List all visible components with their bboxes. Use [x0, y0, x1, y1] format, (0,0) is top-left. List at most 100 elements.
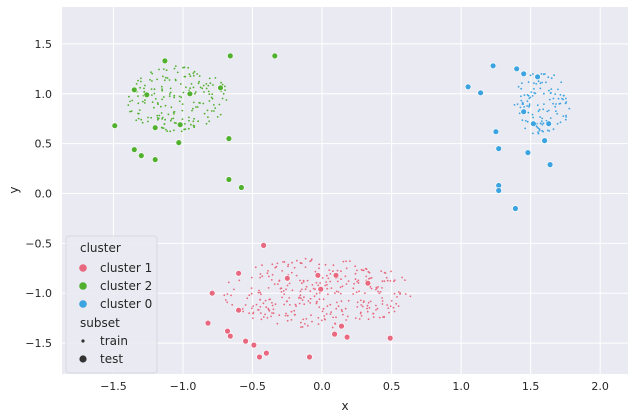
- train-point-cluster-2: [178, 95, 181, 98]
- train-point-cluster-2: [209, 82, 212, 85]
- train-point-cluster-1: [252, 312, 254, 315]
- train-point-cluster-1: [304, 266, 307, 268]
- y-tick-label: 0.5: [35, 138, 53, 151]
- train-point-cluster-2: [192, 124, 195, 127]
- train-point-cluster-2: [153, 106, 155, 109]
- train-point-cluster-1: [317, 316, 320, 319]
- train-point-cluster-2: [179, 83, 182, 85]
- train-point-cluster-2: [151, 101, 154, 103]
- train-point-cluster-0: [541, 123, 544, 126]
- train-point-cluster-1: [261, 275, 264, 278]
- train-point-cluster-1: [270, 279, 273, 281]
- test-point-cluster-0: [541, 137, 548, 144]
- legend-title-subset: subset: [80, 316, 120, 330]
- train-point-cluster-1: [362, 269, 365, 272]
- train-point-cluster-2: [173, 94, 176, 97]
- train-point-cluster-1: [319, 282, 321, 284]
- train-point-cluster-2: [141, 121, 144, 124]
- train-point-cluster-0: [562, 98, 565, 101]
- train-point-cluster-1: [300, 321, 302, 324]
- train-point-cluster-1: [356, 306, 359, 308]
- train-point-cluster-2: [169, 91, 172, 94]
- train-point-cluster-1: [357, 282, 360, 284]
- train-point-cluster-0: [537, 80, 540, 83]
- y-tick-labels: −1.5 −1.0 −0.5 0.0 0.5 1.0 1.5: [25, 38, 52, 350]
- train-point-cluster-2: [180, 96, 183, 99]
- train-point-cluster-2: [180, 130, 183, 133]
- train-point-cluster-2: [205, 83, 208, 85]
- train-point-cluster-1: [227, 281, 230, 284]
- train-point-cluster-0: [549, 92, 552, 95]
- train-point-cluster-0: [528, 103, 531, 105]
- train-point-cluster-2: [166, 77, 169, 79]
- train-point-cluster-1: [381, 297, 383, 299]
- train-point-cluster-2: [161, 88, 163, 90]
- train-point-cluster-2: [168, 95, 171, 98]
- train-point-cluster-2: [163, 79, 166, 82]
- train-point-cluster-0: [568, 107, 571, 110]
- train-point-cluster-0: [554, 105, 557, 108]
- train-point-cluster-2: [181, 118, 184, 120]
- train-point-cluster-1: [282, 261, 284, 263]
- train-point-cluster-0: [540, 73, 543, 75]
- train-point-cluster-0: [523, 94, 526, 96]
- train-point-cluster-1: [345, 283, 348, 285]
- train-point-cluster-2: [198, 80, 201, 83]
- train-point-cluster-1: [286, 284, 289, 287]
- train-point-cluster-1: [315, 292, 318, 295]
- train-point-cluster-2: [129, 110, 131, 113]
- train-point-cluster-1: [378, 292, 381, 294]
- train-point-cluster-2: [213, 110, 215, 112]
- train-point-cluster-1: [386, 279, 389, 282]
- legend-label-cluster-2: cluster 2: [100, 279, 152, 293]
- train-point-cluster-1: [284, 314, 287, 317]
- train-point-cluster-1: [366, 304, 369, 307]
- train-point-cluster-1: [344, 307, 347, 310]
- test-point-cluster-1: [260, 242, 267, 249]
- train-point-cluster-1: [272, 312, 275, 315]
- train-point-cluster-0: [533, 88, 535, 90]
- train-point-cluster-1: [264, 299, 267, 302]
- train-point-cluster-1: [368, 277, 370, 280]
- train-point-cluster-1: [366, 310, 369, 313]
- train-point-cluster-1: [404, 279, 406, 281]
- train-point-cluster-1: [340, 300, 343, 303]
- train-point-cluster-1: [296, 259, 298, 262]
- train-point-cluster-2: [212, 104, 215, 106]
- train-point-cluster-0: [564, 102, 567, 104]
- train-point-cluster-2: [175, 122, 177, 125]
- train-point-cluster-2: [173, 67, 176, 70]
- train-point-cluster-1: [289, 304, 291, 306]
- train-point-cluster-1: [337, 291, 340, 293]
- train-point-cluster-2: [174, 78, 177, 81]
- train-point-cluster-1: [377, 286, 379, 288]
- train-point-cluster-0: [531, 113, 534, 116]
- train-point-cluster-0: [557, 88, 559, 91]
- train-point-cluster-0: [550, 88, 553, 90]
- train-point-cluster-2: [181, 103, 184, 105]
- train-point-cluster-2: [208, 100, 211, 102]
- train-point-cluster-0: [539, 87, 542, 90]
- train-point-cluster-1: [360, 315, 363, 317]
- train-point-cluster-1: [375, 304, 377, 307]
- y-tick-label: 1.0: [35, 88, 53, 101]
- train-point-cluster-2: [203, 91, 205, 93]
- train-point-cluster-2: [198, 75, 201, 77]
- train-point-cluster-2: [151, 94, 153, 96]
- train-point-cluster-1: [311, 320, 313, 323]
- train-point-cluster-1: [321, 277, 324, 279]
- train-point-cluster-1: [223, 294, 226, 297]
- train-point-cluster-2: [162, 96, 165, 98]
- train-point-cluster-1: [290, 271, 293, 274]
- train-point-cluster-1: [318, 292, 321, 294]
- train-point-cluster-2: [197, 120, 200, 123]
- train-point-cluster-2: [163, 123, 166, 125]
- train-point-cluster-1: [317, 323, 320, 325]
- train-point-cluster-0: [544, 73, 546, 75]
- train-point-cluster-1: [285, 300, 288, 303]
- train-point-cluster-2: [173, 121, 176, 124]
- train-point-cluster-1: [242, 310, 245, 313]
- y-tick-label: 1.5: [35, 38, 53, 51]
- train-point-cluster-2: [161, 116, 164, 119]
- train-point-cluster-2: [168, 93, 171, 95]
